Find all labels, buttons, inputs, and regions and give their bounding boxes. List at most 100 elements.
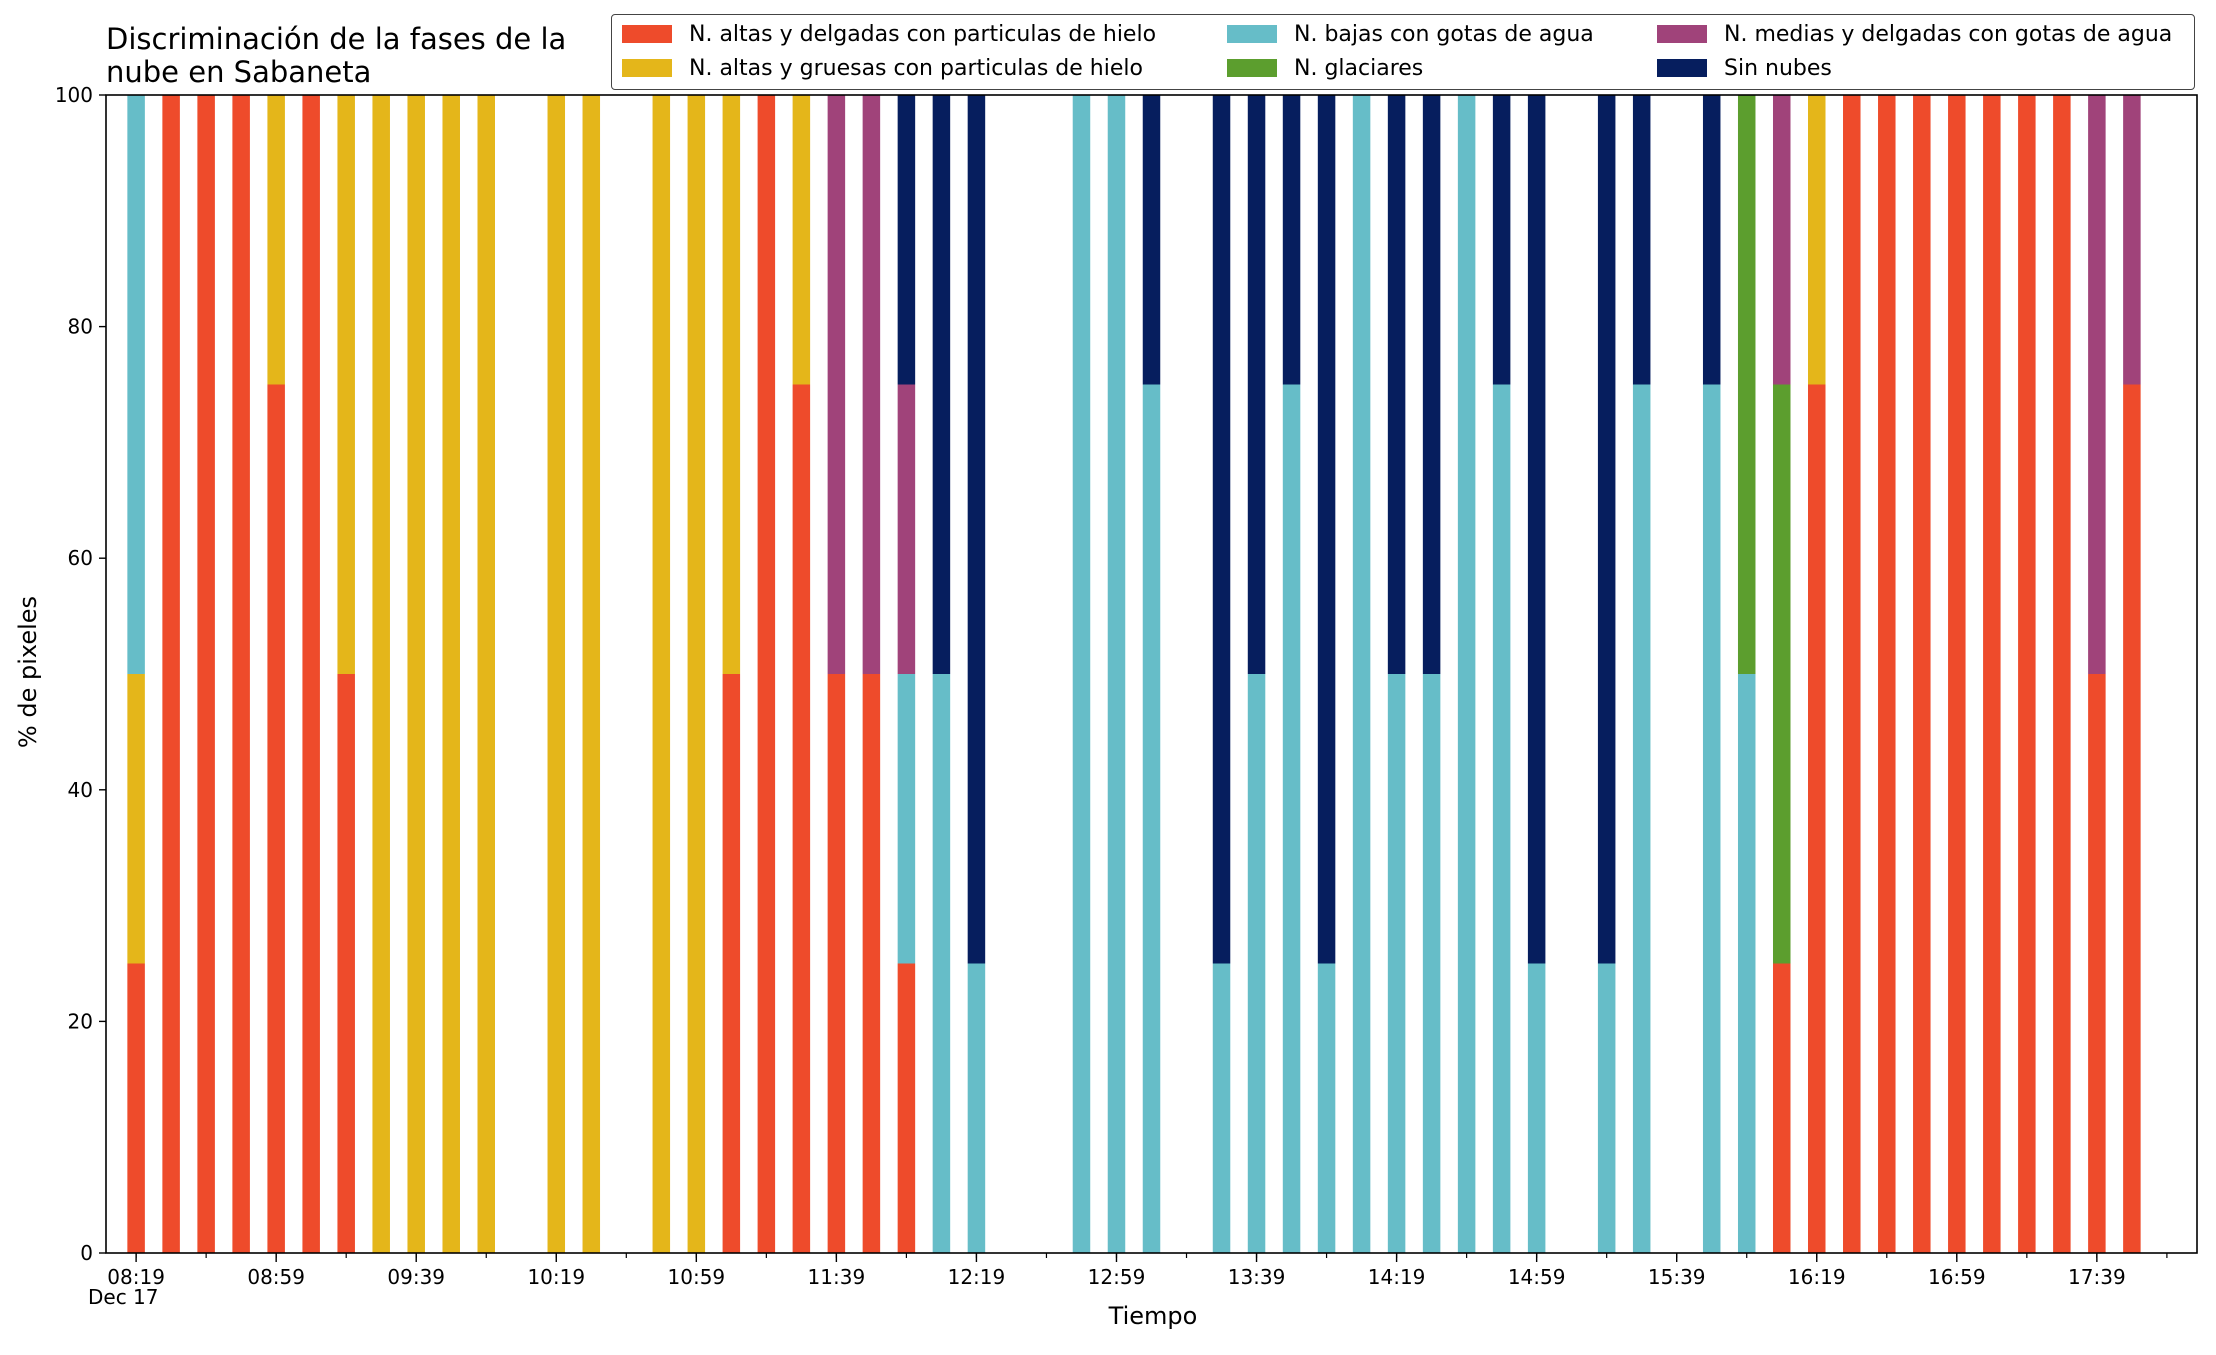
bar-segment	[407, 95, 425, 1253]
bar-segment	[1702, 95, 1721, 385]
bar-segment	[687, 95, 706, 1253]
bar-segment	[932, 674, 951, 1253]
bar-segment	[792, 95, 811, 385]
bar-segment	[1072, 95, 1091, 1253]
chart-title-line-1: Discriminación de la fases de la	[106, 22, 567, 56]
bar-segment	[582, 95, 601, 1253]
x-tick-label: 14:59	[1508, 1265, 1566, 1289]
bar-segment	[1247, 674, 1266, 1253]
legend-label: N. altas y gruesas con particulas de hie…	[689, 55, 1143, 81]
x-tick-label: 12:19	[948, 1265, 1006, 1289]
bar-segment	[477, 95, 495, 1253]
axes-group: 0 20 40 60 80 100 08:19 08:59 09:39 10:19 10:59 11:…	[55, 83, 2198, 1289]
bar-segment	[162, 95, 180, 1253]
bar-segment	[1527, 963, 1546, 1253]
bar-segment	[1317, 95, 1336, 964]
y-tick-label: 60	[68, 546, 93, 570]
bar-segment	[722, 95, 741, 674]
bar-segment	[1772, 963, 1791, 1253]
legend-item: N. medias y delgadas con gotas de agua	[1657, 19, 2172, 49]
bar-segment	[1387, 95, 1406, 674]
y-tick-label: 100	[55, 83, 93, 107]
legend: N. altas y delgadas con particulas de hi…	[611, 14, 2195, 90]
x-tick-label: 10:59	[668, 1265, 726, 1289]
bar-segment	[827, 674, 846, 1253]
bar-segment	[1632, 384, 1651, 1253]
x-tick-label: 15:39	[1648, 1265, 1706, 1289]
y-tick-label: 20	[68, 1009, 93, 1033]
bar-segment	[827, 95, 846, 674]
plot-frame	[105, 94, 2198, 1254]
bar-segment	[932, 95, 951, 674]
bar-segment	[897, 963, 916, 1253]
bar-segment	[337, 95, 355, 674]
y-axis-label: % de pixeles	[14, 595, 42, 749]
bar-segment	[337, 674, 355, 1253]
bar-segment	[1772, 384, 1791, 964]
bar-segment	[1247, 95, 1266, 674]
legend-swatch	[1227, 25, 1277, 43]
bar-segment	[2123, 95, 2141, 385]
bar-segment	[1527, 95, 1546, 964]
x-tick-label: 09:39	[387, 1265, 445, 1289]
bar-segment	[1948, 95, 1966, 1253]
bar-segment	[1983, 95, 2001, 1253]
bar-segment	[1737, 95, 1756, 674]
bar-segment	[1352, 95, 1371, 1253]
bar-segment	[302, 95, 320, 1253]
bar-segment	[1492, 95, 1511, 385]
bar-segment	[1772, 95, 1791, 385]
x-tick-label: 16:19	[1788, 1265, 1846, 1289]
bar-segment	[1212, 95, 1231, 964]
bar-segment	[1878, 95, 1896, 1253]
bar-segment	[1843, 95, 1861, 1253]
legend-swatch	[1227, 59, 1277, 77]
bar-segment	[1282, 95, 1301, 385]
x-tick-label: 12:59	[1088, 1265, 1146, 1289]
bar-segment	[897, 674, 916, 964]
x-tick-label: 14:19	[1368, 1265, 1426, 1289]
x-axis-date-label: Dec 17	[88, 1285, 159, 1309]
bar-segment	[127, 674, 145, 964]
legend-swatch	[622, 59, 672, 77]
bar-segment	[547, 95, 566, 1253]
bar-segment	[1107, 95, 1126, 1253]
bar-segment	[267, 384, 285, 1253]
bar-segment	[967, 95, 986, 964]
bar-segment	[197, 95, 215, 1253]
bar-segment	[267, 95, 285, 385]
x-tick-label: 16:59	[1928, 1265, 1986, 1289]
x-tick-label: 08:59	[247, 1265, 305, 1289]
y-tick-label: 40	[68, 778, 93, 802]
legend-swatch	[1657, 59, 1707, 77]
bar-segment	[372, 95, 390, 1253]
bar-segment	[2053, 95, 2071, 1253]
y-tick-label: 0	[80, 1241, 93, 1265]
bar-segment	[232, 95, 250, 1253]
bar-segment	[1142, 95, 1161, 385]
bar-segment	[1492, 384, 1511, 1253]
bar-segment	[967, 963, 986, 1253]
bar-segment	[862, 674, 881, 1253]
bar-segment	[1212, 963, 1231, 1253]
bar-segment	[1317, 963, 1336, 1253]
bar-segment	[2088, 95, 2106, 674]
bar-segment	[1142, 384, 1161, 1253]
chart-title-line-2: nube en Sabaneta	[106, 55, 372, 89]
legend-swatch	[622, 25, 672, 43]
bars-group	[127, 95, 2141, 1253]
bar-segment	[127, 963, 145, 1253]
bar-segment	[897, 384, 916, 674]
x-tick-label: 11:39	[808, 1265, 866, 1289]
bar-segment	[1457, 95, 1476, 1253]
legend-swatch	[1657, 25, 1707, 43]
legend-label: N. medias y delgadas con gotas de agua	[1724, 21, 2173, 47]
bar-segment	[1597, 95, 1616, 964]
bar-segment	[1737, 674, 1756, 1253]
legend-label: N. bajas con gotas de agua	[1294, 21, 1594, 47]
bar-segment	[1387, 674, 1406, 1253]
bar-segment	[897, 95, 916, 385]
bar-segment	[1913, 95, 1931, 1253]
y-tick-label: 80	[68, 315, 93, 339]
